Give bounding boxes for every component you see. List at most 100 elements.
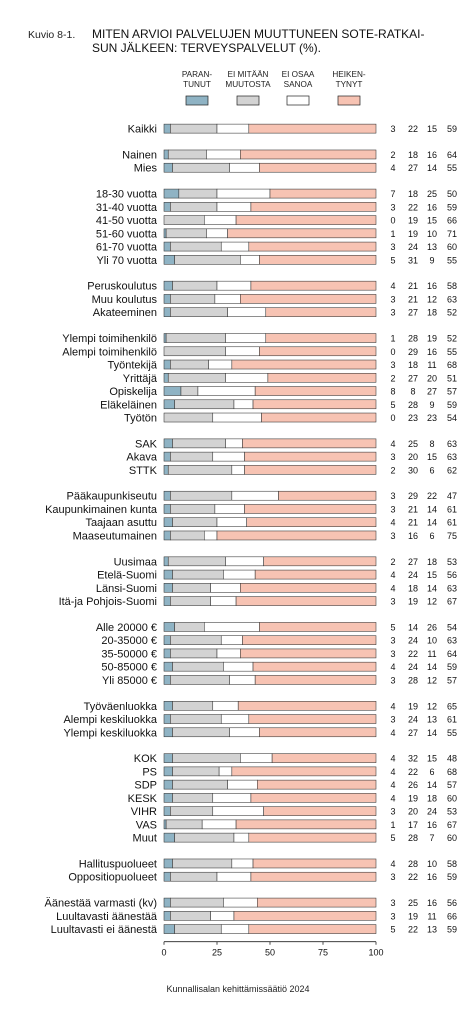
bar-segment-luultavasti-ei-äänestä-3 [220,924,250,934]
value-label-akava-3: 15 [427,452,437,462]
value-label-alempi-toimihenkilö-1: 0 [390,347,395,357]
bar-segment-61-70-vuotta-1 [163,241,171,252]
value-label-itä-ja-pohjois-suomi-4: 67 [447,597,457,607]
value-label-35-50000-4: 64 [447,649,457,659]
bar-segment-61-70-vuotta-4 [248,241,377,252]
value-label-nainen-1: 2 [390,150,395,160]
value-label-etelä-suomi-4: 56 [447,570,457,580]
bar-segment-eläkeläinen-4 [252,399,377,410]
bar-segment-alempi-keskiluokka-2 [170,714,222,724]
bar-segment-uusimaa-4 [263,556,377,567]
bar-segment-akava-2 [170,451,214,462]
value-label-itä-ja-pohjois-suomi-3: 12 [427,597,437,607]
bar-segment-itä-ja-pohjois-suomi-4 [235,596,377,606]
value-label-18-30-vuotta-4: 50 [447,189,457,199]
category-label-35-50000: 35-50000 € [101,648,157,660]
bar-segment-vihr-4 [263,806,377,816]
bar-segment-kaupunkimainen-kunta-2 [170,504,216,514]
value-label-akateeminen-4: 52 [447,308,457,318]
chart-title-line-2: SUN JÄLKEEN: TERVEYSPALVELUT (%). [92,41,321,55]
value-label-peruskoulutus-3: 16 [427,281,437,291]
value-label-yrittäjä-1: 2 [390,373,395,383]
bar-segment-pääkaupunkiseutu-4 [278,490,377,501]
value-label-vihr-3: 24 [427,807,437,817]
value-label-eläkeläinen-1: 5 [390,400,395,410]
bar-segment-etelä-suomi-1 [163,569,173,580]
bar-segment-maaseutumainen-3 [204,530,218,541]
bar-segment-vas-3 [201,819,237,830]
value-label-akava-1: 3 [390,452,395,462]
bar-segment-20-35000-1 [163,635,171,645]
value-label-maaseutumainen-4: 75 [447,531,457,541]
value-label-31-40-vuotta-4: 59 [447,202,457,212]
bar-segment-35-50000-1 [163,648,171,659]
legend-label-2-line-2: MUUTOSTA [225,80,271,89]
category-label-kok: KOK [134,753,158,765]
value-label-muut-4: 60 [447,833,457,843]
value-label-yli-70-vuotta-2: 31 [408,255,418,265]
bar-segment-muu-koulutus-3 [214,294,241,304]
value-label-länsi-suomi-3: 14 [427,583,437,593]
value-label-etelä-suomi-3: 15 [427,570,437,580]
bar-segment-yrittäjä-1 [163,372,169,383]
value-label-opiskelija-4: 57 [447,387,457,397]
value-label-äänestää-varmasti-kv-1: 3 [390,898,395,908]
bar-segment-taajaan-asuttu-3 [216,517,247,527]
bar-segment-51-60-vuotta-4 [227,228,377,239]
category-label-muut: Muut [133,833,157,845]
value-label-yli-85000-4: 57 [447,675,457,685]
bar-segment-peruskoulutus-3 [216,280,252,291]
value-label-vas-4: 67 [447,820,457,830]
value-label-mies-4: 55 [447,163,457,173]
category-label-31-40-vuotta: 31-40 vuotta [96,202,158,214]
category-label-mies: Mies [134,163,158,175]
bar-segment-vihr-3 [212,806,264,816]
legend-label-2-line-1: EI MITÄÄN [228,69,269,79]
value-label-kok-1: 4 [390,754,395,764]
bar-segment-akateeminen-2 [170,307,228,317]
category-label-vihr: VIHR [131,806,157,818]
bar-segment-alle-20000-3 [204,622,260,632]
bar-segment-20-35000-4 [242,635,377,645]
bar-segment-luultavasti-ei-äänestä-1 [163,924,175,934]
value-label-peruskoulutus-4: 58 [447,281,457,291]
bar-segment-kesk-2 [172,793,214,803]
value-label-yli-85000-2: 28 [408,675,418,685]
category-label-etelä-suomi: Etelä-Suomi [97,570,157,582]
bar-segment-luultavasti-äänestää-4 [233,911,377,921]
bar-segment-muu-koulutus-4 [240,294,377,304]
bar-segment-yrittäjä-4 [267,372,377,383]
value-label-uusimaa-4: 53 [447,557,457,567]
value-label-luultavasti-ei-äänestä-4: 59 [447,925,457,935]
bar-segment-äänestää-varmasti-kv-2 [170,897,224,908]
value-label-kesk-3: 18 [427,793,437,803]
bar-segment-pääkaupunkiseutu-2 [170,490,233,501]
value-label-51-60-vuotta-4: 71 [447,229,457,239]
bar-segment-kok-1 [163,753,173,763]
bar-segment-yrittäjä-3 [225,372,269,383]
value-label-uusimaa-1: 2 [390,557,395,567]
bar-segment-luultavasti-äänestää-3 [210,911,235,921]
bar-segment-50-85000-4 [252,661,377,672]
value-label-sttk-3: 6 [429,465,434,475]
category-label-41-50-vuotta: 41-50 vuotta [96,215,158,227]
category-label-luultavasti-ei-äänestä: Luultavasti ei äänestä [51,924,158,936]
value-label-ps-2: 22 [408,767,418,777]
bar-segment-sdp-4 [257,779,377,790]
value-label-20-35000-4: 63 [447,636,457,646]
value-label-länsi-suomi-4: 63 [447,583,457,593]
bar-segment-41-50-vuotta-2 [163,215,205,225]
value-label-50-85000-3: 14 [427,662,437,672]
value-label-yli-85000-3: 12 [427,675,437,685]
value-label-50-85000-4: 59 [447,662,457,672]
bar-segment-työtön-4 [261,412,377,423]
value-label-hallituspuolueet-2: 28 [408,859,418,869]
value-label-työntekijä-3: 11 [427,360,436,370]
value-label-sak-1: 4 [390,439,395,449]
x-tick-label-0: 0 [161,948,166,958]
bar-segment-kok-3 [240,753,273,763]
bar-segment-maaseutumainen-2 [170,530,205,541]
x-axis: 0 25 50 75 100 [161,941,384,958]
value-label-51-60-vuotta-1: 1 [390,229,395,239]
bar-segment-maaseutumainen-4 [216,530,377,541]
